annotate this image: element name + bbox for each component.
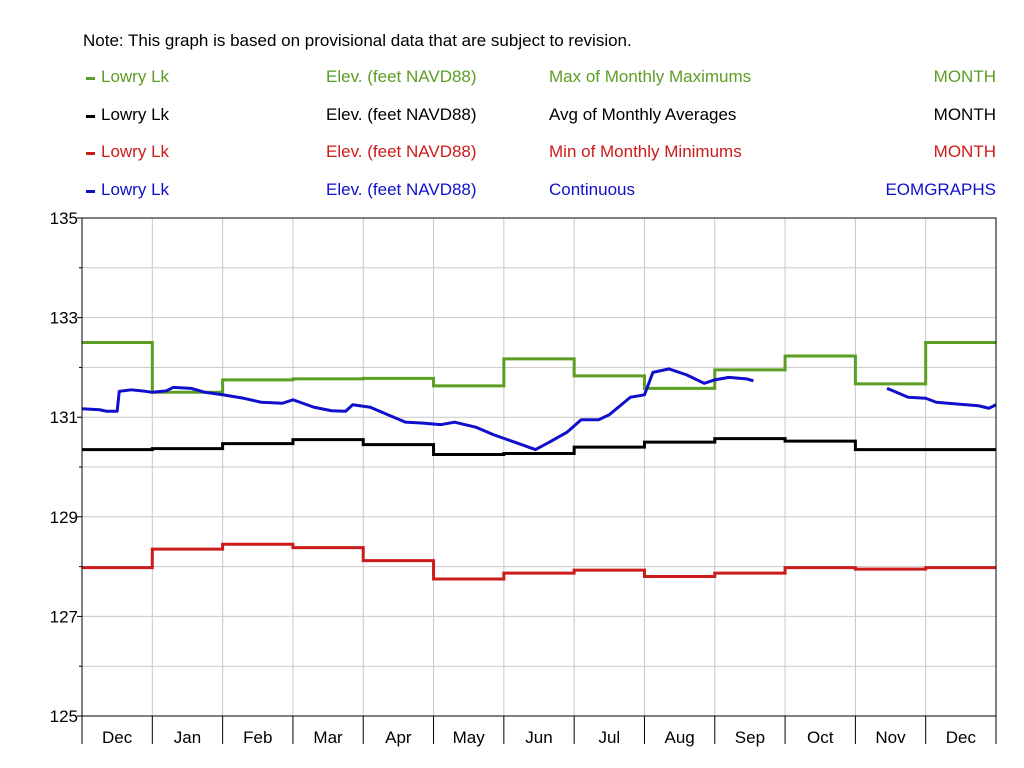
x-tick-label: Mar	[313, 728, 343, 747]
legend-swatch	[86, 77, 95, 80]
x-tick-label: Jan	[174, 728, 201, 747]
x-tick-label: Sep	[735, 728, 765, 747]
legend-swatch	[86, 152, 95, 155]
legend-swatch	[86, 115, 95, 118]
legend-entry-max: Lowry Lk Elev. (feet NAVD88) Max of Mont…	[0, 67, 1024, 89]
y-tick-label: 133	[50, 309, 78, 328]
legend-parameter: Elev. (feet NAVD88)	[326, 67, 477, 86]
legend-swatch	[86, 190, 95, 193]
legend-statistic: Min of Monthly Minimums	[549, 142, 742, 161]
axes: 125 127 129 131 133 135 Dec Jan Feb Mar Apr May Jun J…	[50, 209, 997, 747]
provisional-data-note: Note: This graph is based on provisional…	[83, 31, 632, 50]
legend-entry-min: Lowry Lk Elev. (feet NAVD88) Min of Mont…	[0, 142, 1024, 164]
series-line-continuous	[81, 367, 754, 452]
legend-interval: MONTH	[933, 105, 996, 124]
x-tick-label: Feb	[243, 728, 272, 747]
legend-statistic: Max of Monthly Maximums	[549, 67, 752, 86]
legend-entry-continuous: Lowry Lk Elev. (feet NAVD88) Continuous …	[0, 180, 1024, 202]
series-line-max-of-monthly-maximums	[82, 341, 996, 394]
y-tick-label: 125	[50, 707, 78, 726]
legend-statistic: Avg of Monthly Averages	[549, 105, 737, 124]
legend-parameter: Elev. (feet NAVD88)	[326, 105, 477, 124]
legend-statistic: Continuous	[549, 180, 636, 199]
legend-parameter: Elev. (feet NAVD88)	[326, 180, 477, 199]
x-tick-label: Dec	[102, 728, 133, 747]
legend-name: Lowry Lk	[101, 180, 170, 199]
y-tick-label: 129	[50, 508, 78, 527]
x-tick-label: Jun	[525, 728, 552, 747]
legend-interval: EOMGRAPHS	[885, 180, 996, 199]
x-tick-label: Nov	[875, 728, 906, 747]
series-group	[81, 341, 997, 581]
x-tick-label: Apr	[385, 728, 412, 747]
legend-parameter: Elev. (feet NAVD88)	[326, 142, 477, 161]
legend-name: Lowry Lk	[101, 142, 170, 161]
grid	[82, 218, 996, 716]
series-line-min-of-monthly-minimums	[82, 542, 996, 581]
x-tick-label: Aug	[664, 728, 694, 747]
y-tick-label: 135	[50, 209, 78, 228]
x-tick-label: Oct	[807, 728, 834, 747]
x-tick-label: May	[453, 728, 486, 747]
series-line-avg-of-monthly-averages	[82, 437, 996, 457]
legend-name: Lowry Lk	[101, 105, 170, 124]
y-tick-label: 127	[50, 607, 78, 626]
legend-interval: MONTH	[933, 142, 996, 161]
series-line-continuous	[886, 386, 997, 410]
legend-interval: MONTH	[933, 67, 996, 86]
y-tick-label: 131	[50, 408, 78, 427]
x-tick-label: Dec	[946, 728, 977, 747]
x-tick-label: Jul	[598, 728, 620, 747]
legend-name: Lowry Lk	[101, 67, 170, 86]
legend-entry-avg: Lowry Lk Elev. (feet NAVD88) Avg of Mont…	[0, 105, 1024, 127]
